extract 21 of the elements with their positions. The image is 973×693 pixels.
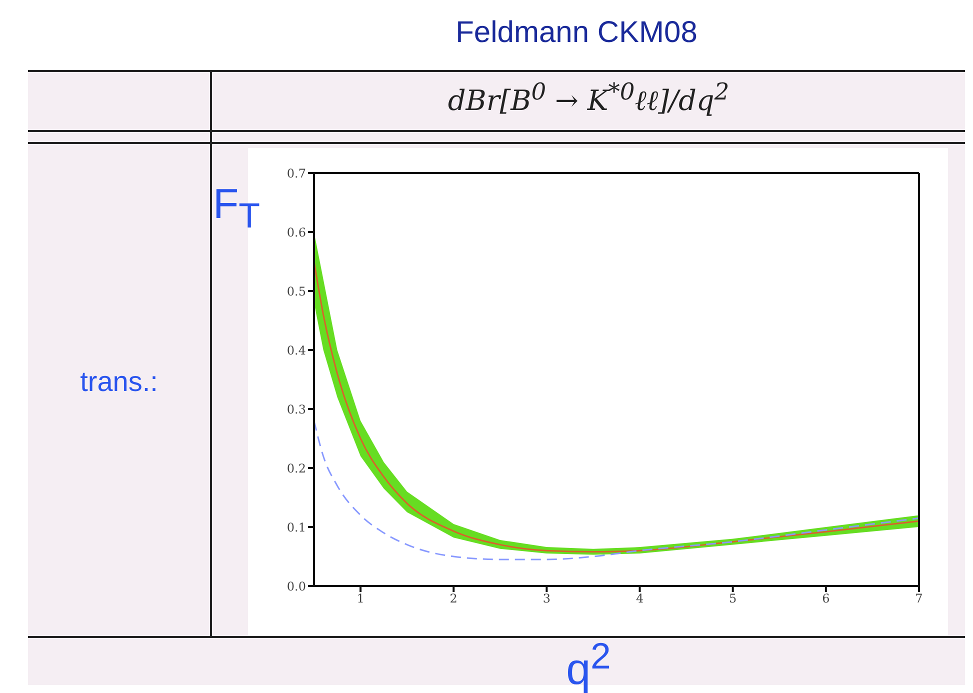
y-tick-label: 0.6 xyxy=(286,225,306,240)
x-tick-label: 1 xyxy=(356,592,364,606)
x-tick-label: 6 xyxy=(822,592,830,606)
y-tick-label: 0.1 xyxy=(286,520,306,534)
text: trans.: xyxy=(80,366,158,397)
y-tick-label: 0.5 xyxy=(286,284,306,298)
y-axis-title: F$_{T}$ xyxy=(213,180,260,236)
x-tick-label: 4 xyxy=(636,592,644,606)
x-tick-label: 7 xyxy=(915,592,923,606)
x-tick-label: 5 xyxy=(729,592,737,606)
x-axis-title: q$^{2}$ xyxy=(566,635,611,693)
x-tick-label: 2 xyxy=(450,592,458,606)
x-tick-label: 3 xyxy=(542,592,551,606)
y-tick-label: 0.3 xyxy=(286,402,306,416)
y-tick-label: 0.4 xyxy=(286,343,306,358)
chart-title: Feldmann CKM08 xyxy=(456,16,698,49)
text: dBr[B$^{0}$ → K$^{*0}$ℓℓ]/dq$^{2}$ xyxy=(448,78,730,118)
y-tick-label: 0.2 xyxy=(286,461,306,476)
y-tick-label: 0.0 xyxy=(286,579,306,594)
line-series xyxy=(314,420,919,560)
y-tick-label: 0.7 xyxy=(286,166,306,180)
